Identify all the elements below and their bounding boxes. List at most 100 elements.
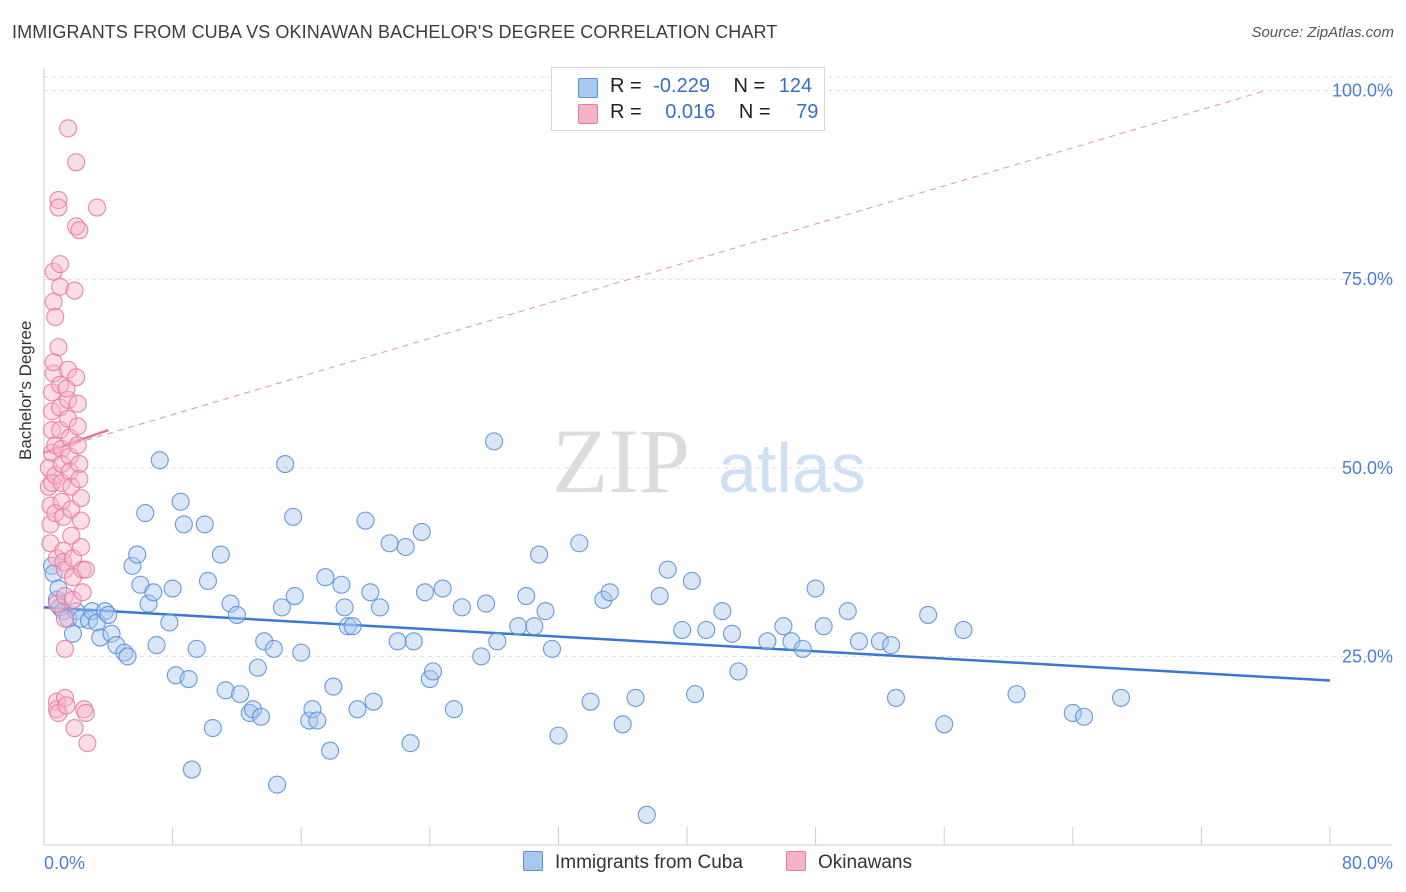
data-point-okinawans — [71, 488, 91, 508]
data-point-cuba — [231, 685, 250, 704]
data-point-cuba — [361, 583, 380, 602]
data-point-cuba — [882, 636, 901, 655]
data-point-okinawans — [46, 466, 65, 485]
data-point-cuba — [221, 594, 240, 613]
source-label: Source: ZipAtlas.com — [1251, 24, 1394, 41]
data-point-cuba — [1007, 685, 1026, 704]
legend-n-value-okinawans: 79 — [796, 101, 819, 123]
data-point-cuba — [144, 583, 163, 602]
data-point-okinawans — [57, 379, 76, 398]
data-point-cuba — [364, 692, 383, 711]
data-point-cuba — [63, 624, 82, 643]
data-point-cuba — [477, 594, 496, 613]
data-point-okinawans — [68, 394, 87, 413]
bottom-legend-swatch-cuba — [523, 851, 543, 871]
data-point-cuba — [886, 688, 906, 707]
data-point-cuba — [324, 677, 343, 696]
data-point-cuba — [182, 760, 201, 779]
data-point-cuba — [729, 662, 748, 681]
legend-n-label: N = — [733, 75, 766, 97]
data-point-cuba — [1063, 703, 1082, 723]
data-point-okinawans — [51, 277, 70, 296]
data-point-cuba — [658, 560, 677, 579]
data-point-cuba — [163, 579, 182, 598]
data-point-cuba — [211, 545, 230, 564]
legend-r-value-okinawans: 0.016 — [665, 101, 716, 123]
watermark-atlas: atlas — [718, 429, 866, 507]
data-point-okinawans — [71, 511, 91, 530]
legend-r-label: R = — [610, 101, 642, 123]
data-point-cuba — [150, 451, 169, 470]
data-point-cuba — [613, 715, 632, 734]
data-point-cuba — [581, 692, 600, 711]
data-point-okinawans — [49, 338, 68, 357]
trend-line-extended-okinawans — [43, 90, 1266, 454]
bottom-legend-label-cuba: Immigrants from Cuba — [555, 852, 743, 873]
data-point-okinawans — [52, 492, 71, 511]
legend: R = -0.229 N = 124 R = 0.016 N = 79 — [551, 67, 825, 131]
data-point-cuba — [452, 598, 472, 617]
data-point-cuba — [412, 522, 431, 541]
data-point-cuba — [321, 741, 340, 760]
data-point-okinawans — [46, 307, 65, 326]
data-point-okinawans — [76, 560, 95, 579]
data-point-cuba — [536, 602, 555, 621]
data-point-cuba — [356, 511, 375, 530]
data-point-cuba — [1111, 688, 1131, 707]
data-point-okinawans — [68, 417, 87, 436]
data-point-okinawans — [76, 703, 95, 723]
data-point-cuba — [758, 632, 777, 651]
data-point-cuba — [570, 534, 589, 553]
data-point-cuba — [174, 515, 193, 534]
data-point-okinawans — [67, 153, 86, 172]
tick-labels: 25.0% 50.0% 75.0% 100.0% 0.0% 80.0% — [44, 81, 1393, 873]
points-layer — [39, 119, 1131, 824]
data-point-cuba — [251, 707, 271, 726]
data-point-cuba — [380, 534, 399, 553]
data-point-cuba — [343, 617, 362, 636]
data-point-cuba — [935, 715, 954, 734]
data-point-cuba — [303, 700, 322, 719]
legend-n-value-cuba: 124 — [778, 75, 813, 97]
data-point-okinawans — [49, 190, 68, 210]
bottom-legend-label-okinawans: Okinawans — [818, 852, 912, 873]
data-point-cuba — [433, 579, 452, 598]
data-point-cuba — [793, 639, 812, 658]
data-point-okinawans — [65, 719, 84, 738]
data-point-okinawans — [78, 734, 97, 753]
y-tick-label: 50.0% — [1342, 458, 1393, 478]
data-point-okinawans — [63, 590, 82, 609]
data-point-cuba — [147, 636, 166, 655]
trend-line-okinawans — [43, 428, 109, 454]
data-point-cuba — [485, 432, 504, 451]
data-point-cuba — [195, 515, 214, 534]
data-point-okinawans — [59, 119, 78, 138]
y-tick-label: 100.0% — [1332, 81, 1393, 101]
data-point-cuba — [370, 598, 390, 617]
data-point-cuba — [415, 583, 435, 602]
data-point-cuba — [488, 632, 507, 651]
data-point-cuba — [285, 587, 304, 606]
data-point-cuba — [338, 617, 357, 636]
data-point-okinawans — [71, 537, 91, 557]
data-point-cuba — [472, 647, 491, 666]
data-point-cuba — [91, 628, 110, 647]
data-point-cuba — [685, 685, 705, 704]
data-point-cuba — [713, 602, 732, 621]
data-point-cuba — [919, 605, 938, 624]
data-point-cuba — [530, 545, 549, 564]
data-point-cuba — [49, 579, 68, 598]
data-point-cuba — [99, 605, 118, 624]
data-point-cuba — [284, 507, 303, 526]
data-point-cuba — [272, 598, 291, 617]
data-point-cuba — [227, 605, 246, 624]
legend-swatch-okinawans — [578, 104, 598, 124]
data-point-cuba — [849, 632, 869, 651]
data-point-okinawans — [51, 255, 70, 274]
data-point-cuba — [600, 583, 619, 602]
data-point-cuba — [722, 624, 742, 643]
data-point-okinawans — [59, 390, 78, 409]
data-point-okinawans — [70, 470, 89, 489]
data-point-cuba — [171, 492, 190, 511]
data-point-cuba — [682, 571, 701, 591]
